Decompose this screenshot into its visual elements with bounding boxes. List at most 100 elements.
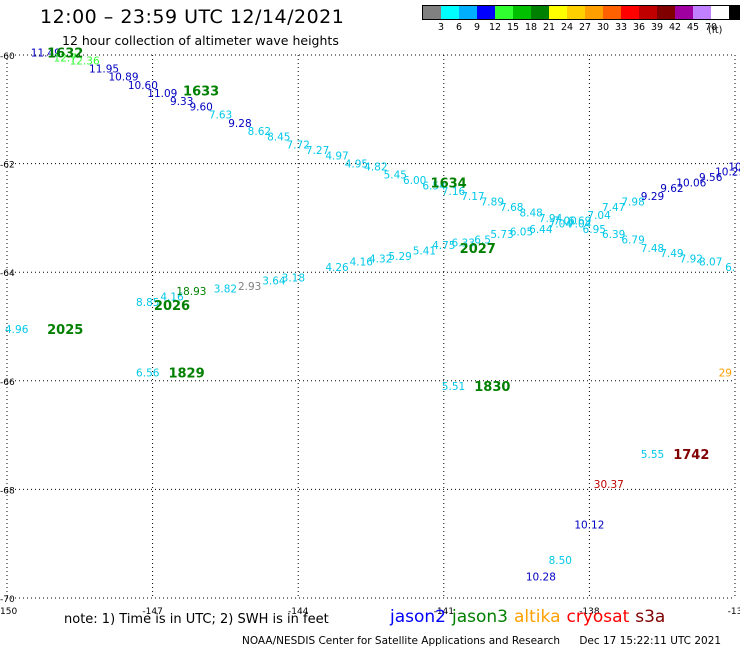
legend-swatch bbox=[675, 6, 693, 19]
wave-height-label: 5.29 bbox=[388, 251, 411, 263]
pass-time-label: 1830 bbox=[474, 380, 510, 395]
wave-height-label: 5.55 bbox=[641, 449, 664, 461]
wave-height-label: 7.63 bbox=[209, 110, 232, 122]
y-tick-label: -66 bbox=[0, 378, 15, 388]
wave-height-label: 7.98 bbox=[621, 197, 644, 209]
legend-swatch bbox=[549, 6, 567, 19]
pass-time-label: 2025 bbox=[47, 323, 83, 338]
wave-height-label: 7.17 bbox=[461, 191, 484, 203]
satellite-cryosat: cryosat bbox=[566, 607, 630, 627]
wave-height-label: 10.28 bbox=[526, 571, 556, 583]
wave-height-label: 3.64 bbox=[262, 275, 286, 287]
wave-height-label: 3.82 bbox=[214, 283, 237, 295]
legend-label: 21 bbox=[542, 22, 556, 33]
wave-height-label: 9.28 bbox=[228, 118, 251, 130]
legend-swatch bbox=[585, 6, 603, 19]
wave-height-label: 30.37 bbox=[594, 479, 624, 491]
legend-label: 24 bbox=[560, 22, 574, 33]
wave-height-label: 4.95 bbox=[345, 159, 368, 171]
legend-label: 30 bbox=[596, 22, 610, 33]
wave-height-label: 11.49 bbox=[31, 47, 61, 59]
legend-label: 15 bbox=[506, 22, 520, 33]
legend-swatch bbox=[477, 6, 495, 19]
wave-height-label: 9.62 bbox=[660, 183, 683, 195]
wave-height-label: 3.18 bbox=[282, 273, 305, 285]
wave-height-label: 8.62 bbox=[248, 126, 271, 138]
wave-height-label: 7.49 bbox=[660, 248, 683, 260]
wave-height-label: 4.26 bbox=[325, 262, 349, 274]
legend-color-bar bbox=[422, 5, 740, 20]
wave-height-label: 5.51 bbox=[442, 381, 465, 393]
satellite-s3a: s3a bbox=[635, 607, 666, 627]
legend-swatch bbox=[639, 6, 657, 19]
page-subtitle: 12 hour collection of altimeter wave hei… bbox=[62, 33, 339, 48]
wave-height-label: 6.39 bbox=[602, 229, 625, 241]
wave-height-label: 7.89 bbox=[481, 197, 504, 209]
wave-height-label: 2.93 bbox=[238, 281, 261, 293]
credit-text: NOAA/NESDIS Center for Satellite Applica… bbox=[242, 635, 560, 647]
wave-height-label: 7.47 bbox=[602, 202, 625, 214]
legend-labels: 3 6 9 12 15 18 21 24 27 30 33 36 39 42 45 70 bbox=[422, 20, 740, 33]
y-tick-label: -64 bbox=[0, 269, 15, 279]
pass-time-label: 1632 bbox=[47, 46, 83, 61]
legend-unit: (ft) bbox=[708, 25, 723, 36]
legend-label: 39 bbox=[650, 22, 664, 33]
wave-height-label: 6.54 bbox=[422, 180, 446, 192]
wave-height-label: 6.5 bbox=[474, 235, 491, 247]
legend-label: 18 bbox=[524, 22, 538, 33]
y-tick-label: -62 bbox=[0, 161, 15, 171]
wave-height-label: 10.89 bbox=[108, 72, 138, 84]
wave-height-label: 7.48 bbox=[641, 243, 664, 255]
legend-label: 36 bbox=[632, 22, 646, 33]
legend-label: 33 bbox=[614, 22, 628, 33]
legend-swatch bbox=[711, 6, 729, 19]
pass-time-label: 2027 bbox=[460, 242, 496, 257]
wave-height-label: 6.69 bbox=[568, 216, 591, 228]
legend-label: 27 bbox=[578, 22, 592, 33]
legend-label: 3 bbox=[437, 22, 445, 33]
satellite-jason3: jason3 bbox=[452, 607, 508, 627]
satellite-jason2: jason2 bbox=[390, 607, 446, 627]
wave-height-label: 8.48 bbox=[519, 207, 542, 219]
y-tick-label: -68 bbox=[0, 486, 15, 496]
wave-height-label: 10.60 bbox=[128, 80, 158, 92]
wave-height-label: 7.94 bbox=[539, 213, 563, 225]
y-tick-label: -60 bbox=[0, 52, 15, 62]
legend-swatch bbox=[423, 6, 441, 19]
wave-height-label: 9.56 bbox=[699, 172, 723, 184]
legend-swatch bbox=[513, 6, 531, 19]
wave-height-label: 10 bbox=[728, 161, 740, 173]
satellite-key: jason2 jason3 altika cryosat s3a bbox=[390, 607, 671, 627]
footer-note: note: 1) Time is in UTC; 2) SWH is in fe… bbox=[64, 612, 329, 627]
pass-time-label: 2026 bbox=[154, 299, 190, 314]
x-tick-label: -147 bbox=[142, 607, 162, 617]
footer-credit: NOAA/NESDIS Center for Satellite Applica… bbox=[242, 635, 737, 647]
legend-swatch bbox=[459, 6, 477, 19]
legend-swatch bbox=[567, 6, 585, 19]
wave-height-label: 6.00 bbox=[403, 175, 426, 187]
wave-height-label: 4.16 bbox=[160, 292, 184, 304]
wave-height-label: 8.45 bbox=[267, 131, 290, 143]
wave-height-label: 18.93 bbox=[176, 286, 206, 298]
wave-height-label: 8.85 bbox=[136, 297, 159, 309]
wave-height-label: 6. bbox=[725, 262, 735, 274]
legend-swatch bbox=[693, 6, 711, 19]
wave-height-label: 6.79 bbox=[621, 235, 644, 247]
legend-swatch bbox=[729, 6, 740, 19]
wave-height-label: 4.82 bbox=[364, 161, 387, 173]
wave-height-label: 6.95 bbox=[583, 224, 606, 236]
wave-height-label: 6.05 bbox=[510, 226, 533, 238]
legend-swatch bbox=[603, 6, 621, 19]
wave-height-label: 9.33 bbox=[170, 96, 193, 108]
pass-time-label: 1829 bbox=[168, 367, 204, 382]
legend-label: 45 bbox=[686, 22, 700, 33]
timestamp-text: Dec 17 15:22:11 UTC 2021 bbox=[579, 635, 722, 647]
legend-swatch bbox=[441, 6, 459, 19]
wave-height-label: 10.29 bbox=[715, 167, 740, 179]
wave-height-label: 11.95 bbox=[89, 64, 119, 76]
wave-height-label: 5.73 bbox=[490, 229, 513, 241]
wave-height-label: 6.44 bbox=[529, 224, 553, 236]
wave-height-label: 7.92 bbox=[680, 254, 703, 266]
legend-label: 12 bbox=[488, 22, 502, 33]
wave-height-label: 7.00 bbox=[553, 216, 576, 228]
